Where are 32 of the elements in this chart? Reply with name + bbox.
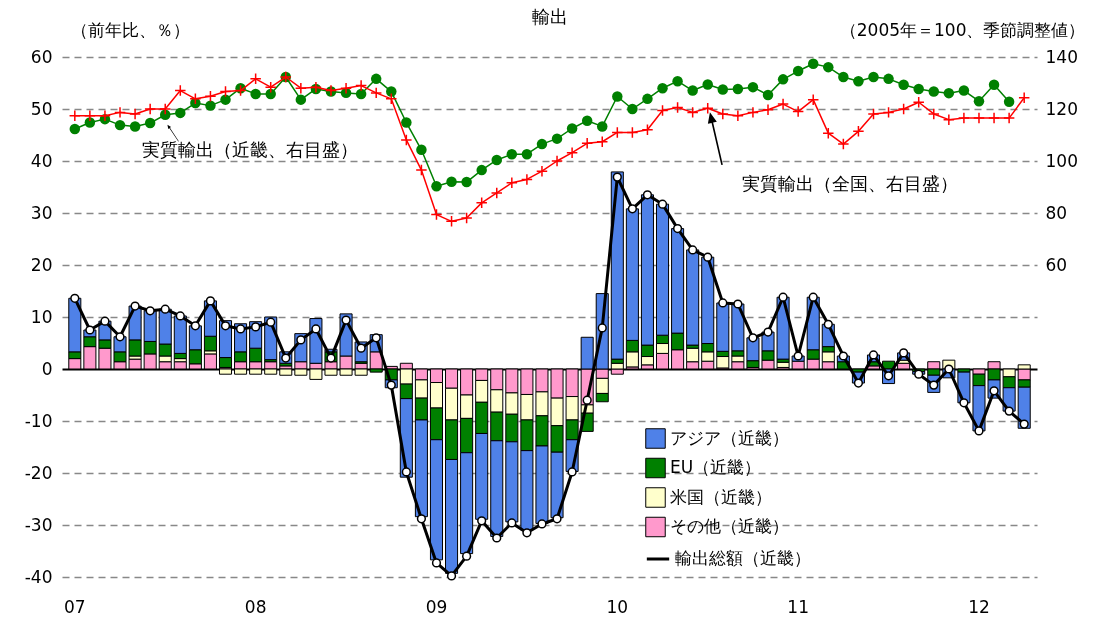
x-tick-label: 09 xyxy=(425,596,448,617)
y-tick-label: 60 xyxy=(30,46,53,67)
y-tick-label: 30 xyxy=(30,202,53,223)
y-tick-label: 10 xyxy=(30,306,53,327)
x-tick-label: 07 xyxy=(63,596,86,617)
y2-tick-label: 60 xyxy=(1045,254,1068,275)
x-tick-label: 08 xyxy=(244,596,267,617)
legend-label: EU（近畿） xyxy=(670,457,762,477)
y-tick-label: -10 xyxy=(24,410,53,431)
y-tick-label: 40 xyxy=(30,150,53,171)
y-tick-label: 20 xyxy=(30,254,53,275)
y-tick-label: -20 xyxy=(24,462,53,483)
legend-label: 輸出総額（近畿） xyxy=(675,548,811,568)
y-tick-label: -30 xyxy=(24,514,53,535)
chart-title: 輸出 xyxy=(531,6,568,27)
legend-label: アジア（近畿） xyxy=(670,427,789,448)
y2-tick-label: 80 xyxy=(1045,202,1068,223)
legend-label: その他（近畿） xyxy=(670,516,789,536)
y-tick-label: 0 xyxy=(41,358,53,379)
y-axis-title: （前年比、％） xyxy=(70,19,190,40)
y2-axis-title: （2005年＝100、季節調整値） xyxy=(839,19,1086,40)
x-tick-label: 11 xyxy=(787,596,809,617)
x-tick-label: 10 xyxy=(606,596,629,617)
y-tick-label: -40 xyxy=(24,566,53,587)
series-label: 実質輸出（近畿、右目盛） xyxy=(142,139,358,160)
y-tick-label: 50 xyxy=(30,98,53,119)
y2-tick-label: 100 xyxy=(1045,150,1078,171)
x-tick-label: 12 xyxy=(968,596,990,617)
series-label: 実質輸出（全国、右目盛） xyxy=(742,173,958,194)
legend-label: 米国（近畿） xyxy=(670,486,772,507)
y2-tick-label: 140 xyxy=(1045,46,1078,67)
y2-tick-label: 120 xyxy=(1045,98,1078,119)
